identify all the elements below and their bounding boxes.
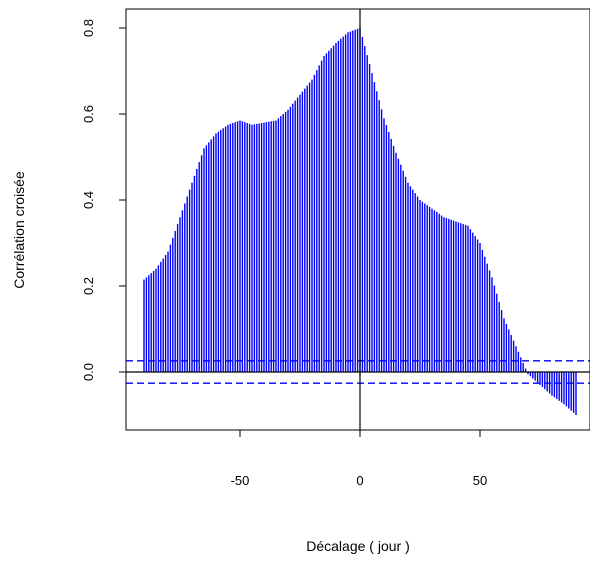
- plot-frame: [125, 8, 590, 431]
- x-axis-title: Décalage ( jour ): [306, 538, 410, 554]
- x-tick-label: -50: [231, 473, 250, 488]
- y-tick-label: 0.4: [81, 191, 96, 209]
- y-tick-label: 0.0: [81, 363, 96, 381]
- confidence-bounds: [126, 360, 590, 384]
- x-tick-label: 0: [356, 473, 363, 488]
- y-tick-label: 0.6: [81, 105, 96, 123]
- y-tick-label: 0.8: [81, 19, 96, 37]
- x-tick-label: 50: [473, 473, 487, 488]
- bars-group: [143, 28, 577, 415]
- y-tick-label: 0.2: [81, 277, 96, 295]
- y-axis: 0.0 0.2 0.4 0.6 0.8: [81, 19, 126, 381]
- y-axis-title: Corrélation croisée: [11, 171, 27, 289]
- x-axis: -50 0 50: [231, 430, 487, 488]
- reference-lines: [126, 9, 590, 430]
